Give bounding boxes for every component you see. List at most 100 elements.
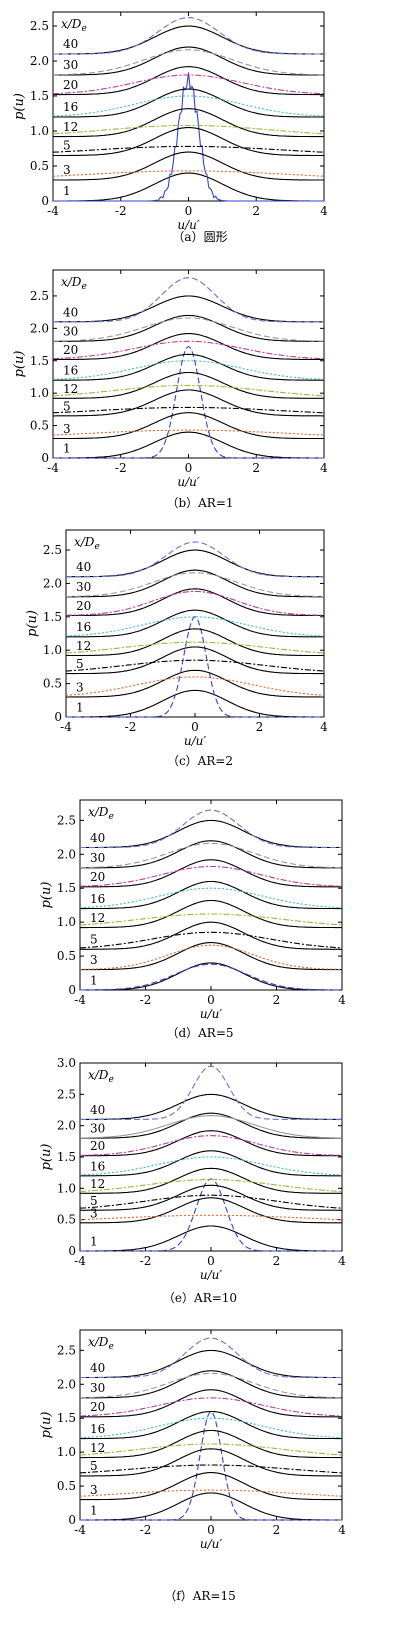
gaussian-reference-3 — [80, 1197, 342, 1224]
x-axis-label: u/u′ — [200, 1268, 223, 1282]
y-tick-label: 2.5 — [57, 1087, 76, 1101]
gaussian-reference-1 — [66, 689, 324, 718]
y-tick-label: 0.5 — [57, 1479, 76, 1493]
gaussian-reference-12 — [80, 1429, 342, 1459]
series-line-3 — [65, 676, 325, 696]
y-tick-label: 1.5 — [43, 610, 62, 624]
y-tick-label: 2.5 — [30, 19, 49, 33]
station-label-3: 3 — [90, 1206, 98, 1220]
x-tick-label: 0 — [185, 204, 193, 218]
panel-3: -4 -2 0 2 400.51.01.52.02.5u/u′p(u)x/De13512… — [25, 529, 328, 768]
gaussian-reference-16 — [53, 88, 324, 118]
gaussian-reference-3 — [53, 151, 324, 181]
gaussian-reference-5 — [53, 127, 324, 157]
x-tick-label: 0 — [185, 461, 193, 475]
y-tick-label: 0 — [68, 983, 76, 997]
series-line-3 — [52, 429, 325, 436]
x-tick-label: -4 — [74, 1254, 86, 1268]
y-tick-label: 1.5 — [57, 881, 76, 895]
station-label-3: 3 — [90, 1483, 98, 1497]
x-tick-label: -4 — [60, 720, 72, 734]
y-axis-label: p(u) — [39, 1412, 54, 1439]
legend-header: x/De — [61, 17, 87, 34]
series-line-5 — [79, 1464, 343, 1474]
y-tick-label: 1.0 — [30, 386, 49, 400]
plot-frame — [52, 269, 325, 459]
y-tick-label: 0 — [41, 194, 49, 208]
panel-6: -4 -2 0 2 400.51.01.52.02.5u/u′p(u)x/De13512… — [39, 1329, 346, 1603]
y-tick-label: 2.5 — [43, 543, 62, 557]
series-line-20 — [80, 1397, 342, 1417]
y-axis-label: p(u) — [39, 1144, 54, 1171]
gaussian-reference-30 — [80, 840, 342, 869]
panel-caption: （a）圆形 — [172, 230, 227, 244]
gaussian-reference-1 — [80, 1225, 342, 1252]
gaussian-reference-20 — [66, 588, 324, 617]
gaussian-reference-40 — [80, 819, 342, 849]
legend-header: x/De — [61, 275, 87, 292]
series-line-5 — [65, 659, 325, 672]
panel-caption: （b）AR=1 — [166, 496, 233, 510]
series-line-20 — [80, 1135, 342, 1156]
series-line-5 — [52, 406, 325, 414]
gaussian-reference-20 — [80, 859, 342, 888]
plot-frame — [79, 1329, 343, 1521]
station-label-12: 12 — [90, 1441, 105, 1455]
station-label-30: 30 — [90, 1122, 105, 1136]
station-label-3: 3 — [76, 680, 84, 694]
panel-5: -4 -2 0 2 400.51.01.52.02.53.0u/u′p(u)x/De13… — [39, 1056, 346, 1305]
station-label-16: 16 — [76, 620, 91, 634]
gaussian-reference-16 — [66, 609, 324, 638]
station-label-1: 1 — [63, 441, 71, 455]
y-tick-label: 1.0 — [43, 643, 62, 657]
gaussian-reference-1 — [80, 962, 342, 991]
gaussian-reference-12 — [53, 108, 324, 138]
series-line-16 — [79, 887, 343, 909]
series-line-40 — [80, 809, 342, 849]
y-tick-label: 0.5 — [30, 419, 49, 433]
y-tick-label: 0 — [41, 451, 49, 465]
y-tick-label: 1.5 — [57, 1150, 76, 1164]
gaussian-reference-5 — [80, 1184, 342, 1211]
station-label-12: 12 — [76, 639, 91, 653]
station-label-30: 30 — [63, 325, 78, 339]
station-label-3: 3 — [63, 163, 71, 177]
x-tick-label: 0 — [207, 1254, 215, 1268]
x-tick-label: -2 — [140, 1254, 152, 1268]
gaussian-reference-3 — [66, 669, 324, 698]
y-axis-label: p(u) — [39, 882, 54, 909]
plot-frame — [65, 529, 325, 718]
station-label-12: 12 — [90, 1177, 105, 1191]
gaussian-reference-20 — [53, 66, 324, 96]
series-line-1 — [80, 1410, 342, 1521]
x-tick-label: 2 — [273, 1254, 281, 1268]
gaussian-reference-12 — [53, 371, 324, 399]
y-tick-label: 1.0 — [57, 1181, 76, 1195]
series-line-1 — [80, 1178, 342, 1252]
station-label-12: 12 — [63, 382, 78, 396]
station-label-40: 40 — [90, 831, 105, 845]
series-line-16 — [52, 95, 325, 117]
series-line-30 — [80, 1115, 342, 1139]
gaussian-reference-40 — [66, 549, 324, 578]
y-tick-label: 2.5 — [57, 1343, 76, 1357]
series-line-16 — [52, 360, 325, 380]
gaussian-reference-16 — [80, 1410, 342, 1440]
panel-2: -4 -2 0 2 400.51.01.52.02.5u/u′p(u)x/De13512… — [12, 269, 328, 510]
panel-caption: （d）AR=5 — [166, 1026, 233, 1040]
series-line-3 — [80, 944, 342, 970]
gaussian-reference-40 — [80, 1093, 342, 1120]
station-label-3: 3 — [90, 953, 98, 967]
gaussian-reference-12 — [66, 628, 324, 657]
series-line-1 — [53, 72, 324, 202]
series-line-1 — [66, 616, 324, 718]
x-tick-label: 0 — [207, 993, 215, 1007]
gaussian-reference-40 — [53, 295, 324, 323]
station-label-20: 20 — [90, 1400, 105, 1414]
x-axis-label: u/u′ — [184, 734, 207, 748]
gaussian-reference-30 — [66, 569, 324, 598]
gaussian-reference-12 — [80, 899, 342, 929]
x-tick-label: -4 — [47, 204, 59, 218]
gaussian-reference-30 — [80, 1370, 342, 1399]
